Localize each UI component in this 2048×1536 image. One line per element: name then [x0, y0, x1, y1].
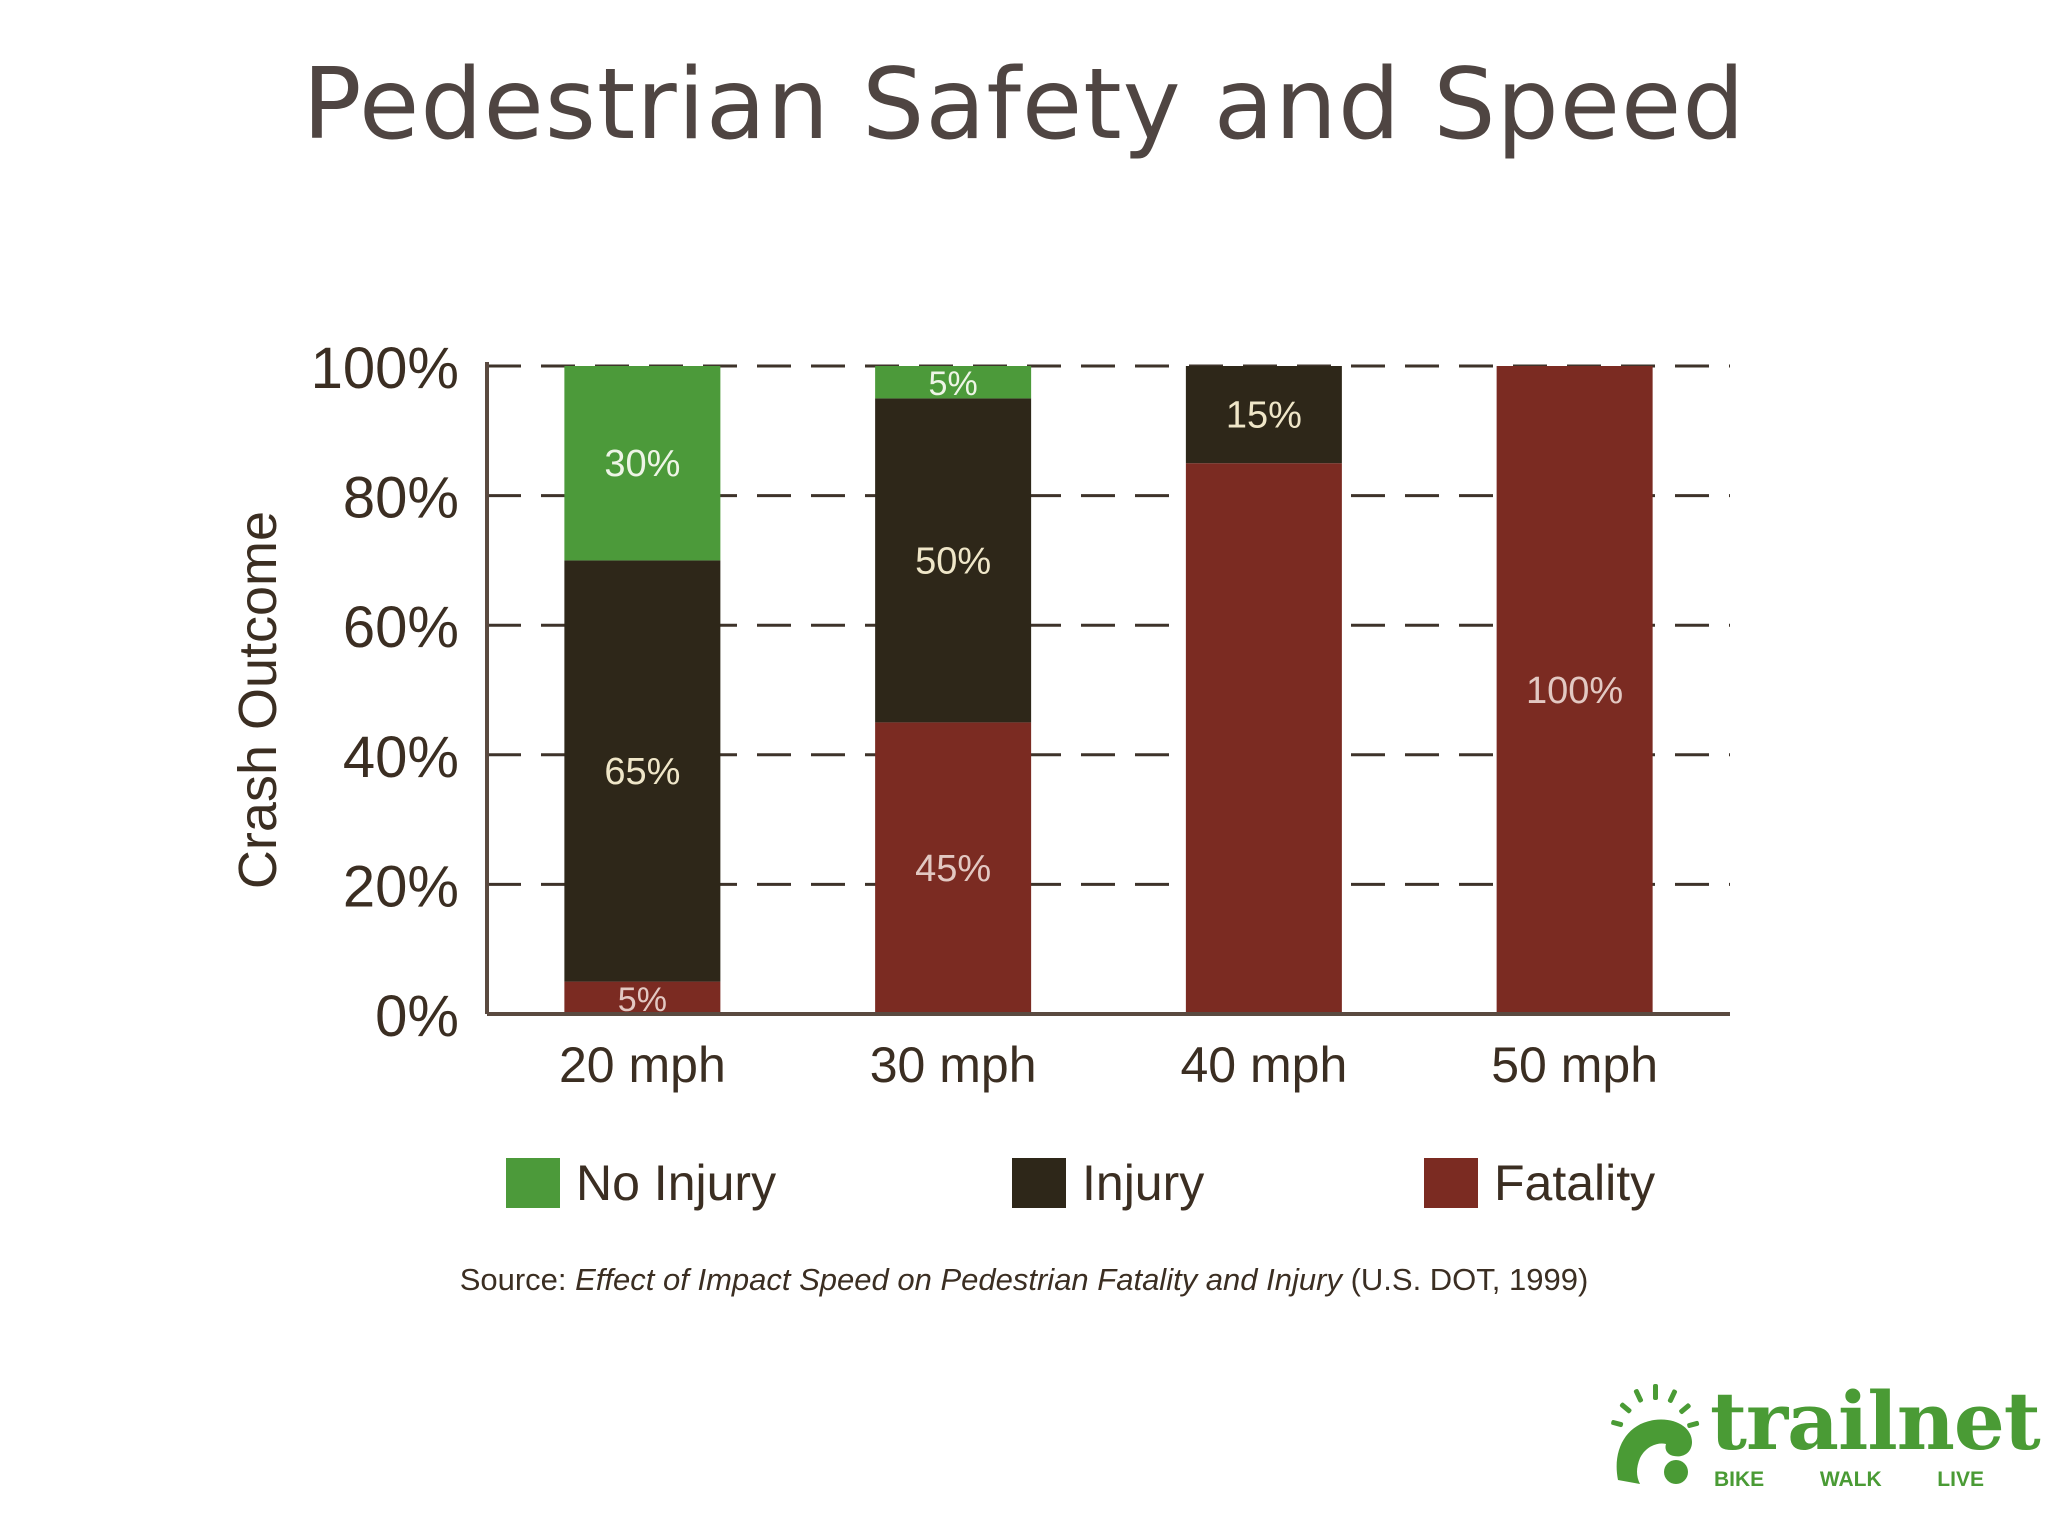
legend-swatch-fatality [1424, 1158, 1478, 1208]
legend-label-no-injury: No Injury [576, 1155, 777, 1211]
data-label: 5% [929, 365, 978, 403]
data-label: 30% [604, 443, 680, 485]
trailnet-logo: trailnet BIKE WALK LIVE [1606, 1374, 2041, 1492]
bar-segment-injury [1185, 366, 1342, 464]
y-tick-label: 40% [343, 725, 459, 790]
logo-tagline-bike: BIKE [1714, 1468, 1765, 1491]
bar-segment-no-injury [564, 366, 721, 561]
source-prefix: Source: [459, 1262, 576, 1297]
data-label: 65% [604, 751, 680, 793]
x-tick-label: 30 mph [870, 1037, 1037, 1093]
bar-segment-fatality [875, 722, 1032, 1014]
data-label: 15% [1226, 395, 1302, 437]
bar-segment-injury [875, 398, 1032, 723]
y-axis-title: Crash Outcome [228, 511, 288, 889]
trailnet-cyclist-icon [1611, 1384, 1700, 1484]
x-tick-label: 50 mph [1491, 1037, 1658, 1093]
legend-label-injury: Injury [1082, 1155, 1205, 1211]
legend-item-no-injury: No Injury [506, 1148, 776, 1218]
legend-label-fatality: Fatality [1494, 1155, 1656, 1211]
bar-segment-injury [564, 560, 721, 982]
logo-tagline-live: LIVE [1937, 1468, 1984, 1491]
source-citation: Source: Effect of Impact Speed on Pedest… [0, 1262, 2048, 1298]
bar-segment-fatality [564, 981, 721, 1014]
data-label: 100% [1526, 670, 1623, 712]
source-suffix: (U.S. DOT, 1999) [1341, 1262, 1589, 1297]
chart-legend: No Injury Injury Fatality [0, 1148, 2048, 1218]
bar-segment-fatality [1185, 463, 1342, 1014]
slide-title: Pedestrian Safety and Speed [302, 48, 1746, 162]
x-tick-label: 40 mph [1180, 1037, 1347, 1093]
y-tick-label: 80% [343, 466, 459, 531]
y-tick-label: 60% [343, 595, 459, 660]
x-tick-label: 20 mph [559, 1037, 726, 1093]
legend-swatch-injury [1012, 1158, 1066, 1208]
data-label: 50% [915, 540, 991, 582]
y-tick-label: 100% [311, 336, 459, 401]
legend-swatch-no-injury [506, 1158, 560, 1208]
logo-tagline: BIKE WALK LIVE [1714, 1468, 1984, 1492]
legend-item-injury: Injury [1012, 1148, 1204, 1218]
bar-segment-fatality [1496, 366, 1653, 1014]
y-tick-label: 20% [343, 854, 459, 919]
bar-segment-no-injury [875, 366, 1032, 399]
source-title: Effect of Impact Speed on Pedestrian Fat… [575, 1262, 1342, 1297]
logo-tagline-walk: WALK [1819, 1468, 1882, 1491]
data-label: 45% [915, 848, 991, 890]
y-tick-label: 0% [375, 984, 459, 1049]
logo-wordmark: trailnet [1710, 1374, 2041, 1468]
legend-item-fatality: Fatality [1424, 1148, 1655, 1218]
